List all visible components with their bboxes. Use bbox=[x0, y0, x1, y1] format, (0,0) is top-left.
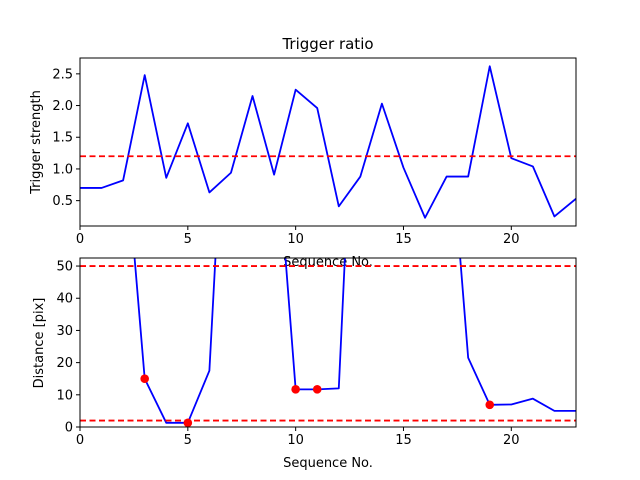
x-tick-label: 20 bbox=[503, 433, 520, 448]
y-tick-label: 50 bbox=[56, 260, 73, 275]
x-axis-label: Sequence No. bbox=[283, 456, 373, 471]
chart-title: Trigger ratio bbox=[281, 35, 373, 53]
data-point-marker bbox=[485, 400, 495, 410]
y-tick-label: 20 bbox=[56, 356, 73, 371]
y-tick-label: 1.0 bbox=[52, 162, 73, 177]
y-axis-label: Trigger strength bbox=[29, 90, 44, 195]
y-tick-label: 2.0 bbox=[52, 99, 73, 114]
x-tick-label: 10 bbox=[287, 433, 304, 448]
trigger-ratio-panel: Trigger ratio Trigger strength Sequence … bbox=[29, 35, 577, 270]
distance-panel: Distance [pix] Sequence No. 0 5 10 15 20 0 10 2… bbox=[32, 257, 577, 471]
x-tick-label: 20 bbox=[503, 232, 520, 247]
axes-frame bbox=[79, 57, 577, 227]
x-axis-label: Sequence No. bbox=[283, 255, 373, 270]
data-point-marker bbox=[140, 374, 149, 384]
series-line bbox=[80, 65, 576, 219]
data-point-marker bbox=[183, 418, 193, 427]
plot-area bbox=[80, 65, 576, 219]
y-tick-label: 1.5 bbox=[52, 131, 73, 146]
y-tick-label: 2.5 bbox=[52, 67, 73, 82]
x-tick-label: 5 bbox=[184, 232, 192, 247]
y-tick-label: 0.5 bbox=[52, 194, 73, 209]
plot-area bbox=[80, 258, 576, 427]
data-point-marker bbox=[312, 385, 322, 394]
y-tick-label: 30 bbox=[56, 324, 73, 339]
x-tick-label: 15 bbox=[395, 232, 412, 247]
x-tick-label: 0 bbox=[76, 433, 84, 448]
x-tick-label: 10 bbox=[287, 232, 304, 247]
x-tick-label: 0 bbox=[76, 232, 84, 247]
y-tick-label: 10 bbox=[56, 388, 73, 403]
y-tick-label: 0 bbox=[65, 421, 73, 436]
x-tick-label: 5 bbox=[184, 433, 192, 448]
x-tick-label: 15 bbox=[395, 433, 412, 448]
axes-frame bbox=[79, 257, 577, 428]
data-point-marker bbox=[291, 385, 300, 394]
y-tick-label: 40 bbox=[56, 292, 73, 307]
y-axis-label: Distance [pix] bbox=[32, 298, 47, 389]
